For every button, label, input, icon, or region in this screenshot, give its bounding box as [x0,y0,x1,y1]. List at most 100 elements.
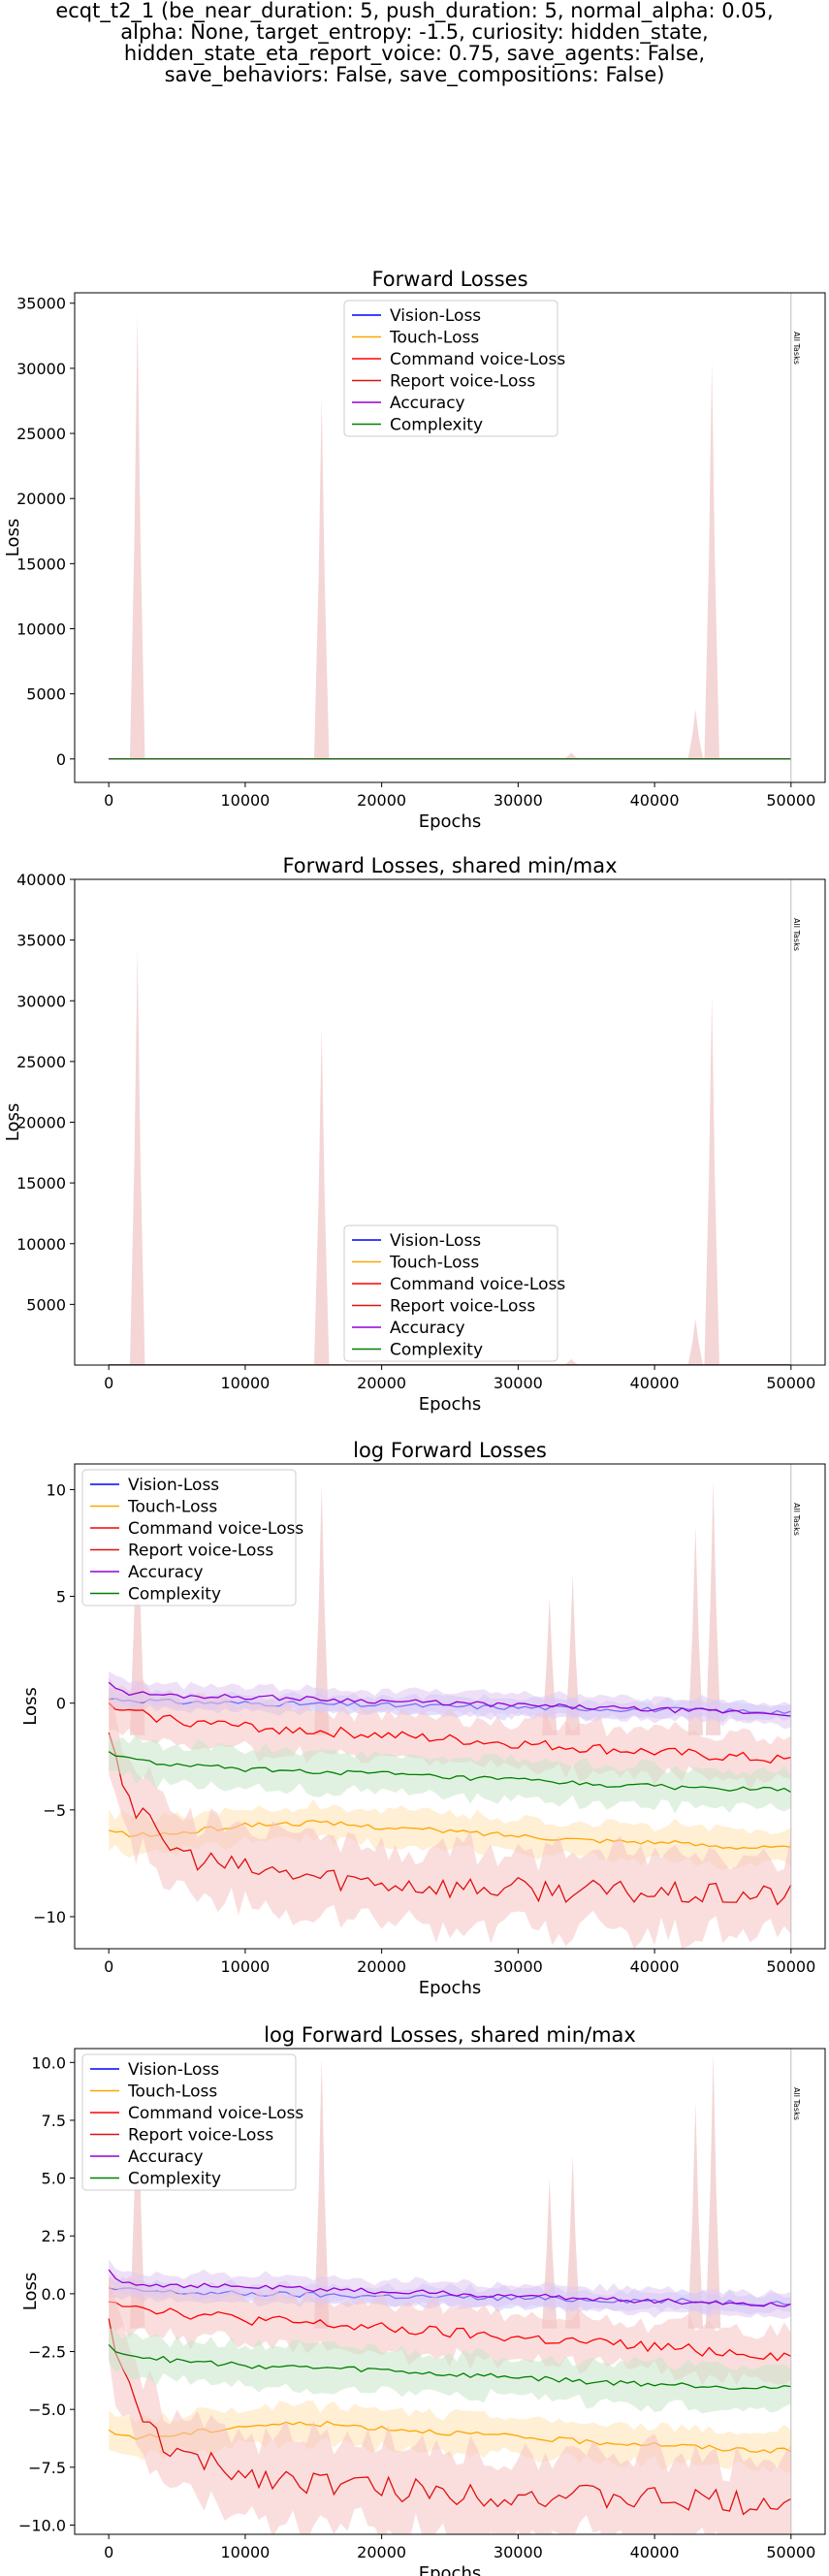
spike-band-3 [563,752,579,759]
band-complexity [109,1733,791,1814]
x-tick-label: 10000 [220,1957,270,1976]
spike-band-1 [129,1479,145,1735]
legend-label-report: Report voice-Loss [390,372,535,392]
spike-band-2 [313,2057,330,2329]
axes-frame [74,292,826,783]
spike-band-1 [129,313,145,759]
x-tick-label: 40000 [630,791,680,810]
x-tick-label: 30000 [494,2543,543,2561]
x-tick-label: 30000 [494,1374,543,1392]
y-axis-label: Loss [20,1687,41,1725]
spike-band-2 [313,397,330,759]
plot-area [108,2049,792,2534]
band-touch [109,2401,791,2474]
axes-frame [74,2048,826,2535]
y-tick-label: −7.5 [28,2459,66,2477]
x-tick-label: 50000 [766,1957,815,1976]
y-tick-label: 0 [56,1695,66,1713]
x-tick-label: 10000 [220,2543,270,2561]
band-command [109,2274,791,2386]
legend-label-complexity: Complexity [128,2170,221,2189]
all-tasks-label: All Tasks [792,1503,801,1536]
legend-label-touch: Touch-Loss [127,2083,217,2102]
legend-label-vision: Vision-Loss [128,2060,219,2080]
x-tick-label: 30000 [494,1957,543,1976]
spike-band-1 [129,2052,145,2329]
y-tick-label: 10.0 [31,2053,66,2072]
axes-frame [74,1463,826,1950]
y-axis-label: Loss [20,2273,41,2310]
y-tick-label: −10.0 [18,2516,66,2534]
legend: Vision-Loss Touch-Loss Command voice-Loss R… [343,300,565,437]
all-tasks-label: All Tasks [792,918,801,951]
spike-band-5 [704,994,719,1365]
x-tick-label: 10000 [220,1374,270,1392]
x-axis-label: Epochs [419,811,482,832]
legend-label-touch: Touch-Loss [127,1498,217,1517]
spike-band-4 [687,709,704,759]
y-tick-label: 25000 [16,1053,66,1071]
y-tick-label: 10 [47,1480,66,1499]
y-tick-label: 30000 [16,360,66,378]
y-tick-label: 35000 [16,932,66,950]
y-tick-label: 0.0 [42,2285,66,2304]
line-accuracy [108,2269,792,2307]
legend-box [343,300,558,437]
legend-label-touch: Touch-Loss [389,1254,479,1273]
band-report [109,2279,791,2534]
x-tick-label: 50000 [766,2543,815,2561]
x-tick-label: 20000 [357,2543,406,2561]
y-tick-label: −10 [33,1908,66,1926]
legend-label-vision: Vision-Loss [128,1476,219,1495]
legend: Vision-Loss Touch-Loss Command voice-Loss R… [343,1224,565,1362]
legend-label-command: Command voice-Loss [390,1275,565,1294]
y-tick-label: 5.0 [42,2170,66,2188]
chart-panel-1: All Tasks 0 10000 20000 30000 40000 50000 0 5000… [3,268,826,832]
y-tick-label: −5 [43,1801,66,1820]
spike-band-4 [564,1574,581,1735]
y-tick-label: 25000 [16,425,66,443]
y-tick-label: 35000 [16,295,66,313]
x-tick-label: 10000 [220,791,270,810]
x-tick-label: 20000 [357,791,406,810]
band-accuracy [109,1670,791,1730]
legend-label-command: Command voice-Loss [390,350,565,369]
x-tick-label: 50000 [766,1374,815,1392]
y-tick-label: 0 [56,750,66,769]
line-command [108,1702,791,1764]
x-tick-label: 50000 [766,791,815,810]
band-report [109,1691,791,1949]
x-axis-label: Epochs [419,1978,482,1998]
x-tick-label: 30000 [494,791,543,810]
plot-area [109,879,792,1365]
plot-area [109,293,792,782]
x-tick-label: 20000 [357,1957,406,1976]
legend-label-accuracy: Accuracy [390,1319,465,1338]
spike-band-6 [705,2052,721,2329]
legend-label-report: Report voice-Loss [390,1297,535,1317]
y-tick-label: 40000 [16,871,66,889]
line-complexity [108,1751,792,1794]
panel-title: Forward Losses, shared min/max [282,854,617,877]
all-tasks-label: All Tasks [792,332,801,365]
chart-panel-2: All Tasks 0 10000 20000 30000 40000 50000 5000 1… [3,854,826,1415]
y-tick-label: 10000 [16,620,66,639]
line-report [108,2318,792,2516]
legend-label-command: Command voice-Loss [128,1519,303,1539]
line-accuracy [108,1681,791,1717]
y-tick-label: −5.0 [28,2401,66,2419]
y-tick-label: 5 [56,1588,66,1606]
x-tick-label: 20000 [357,1374,406,1392]
chart-panel-3: All Tasks 0 10000 20000 30000 40000 50000 −10 −5… [20,1439,826,1998]
legend-label-accuracy: Accuracy [390,394,465,413]
y-tick-label: 10000 [16,1235,66,1254]
figure-title: ecqt_t2_1 (be_near_duration: 5, push_dur… [55,0,774,86]
line-report [108,1732,792,1906]
y-tick-label: 20000 [16,490,66,508]
chart-panel-4: All Tasks 0 10000 20000 30000 40000 50000 −10.0… [18,2023,826,2576]
spike-band-5 [687,2101,704,2329]
legend-label-report: Report voice-Loss [128,2126,273,2146]
x-tick-label: 0 [104,791,113,810]
legend-label-accuracy: Accuracy [128,2147,204,2167]
